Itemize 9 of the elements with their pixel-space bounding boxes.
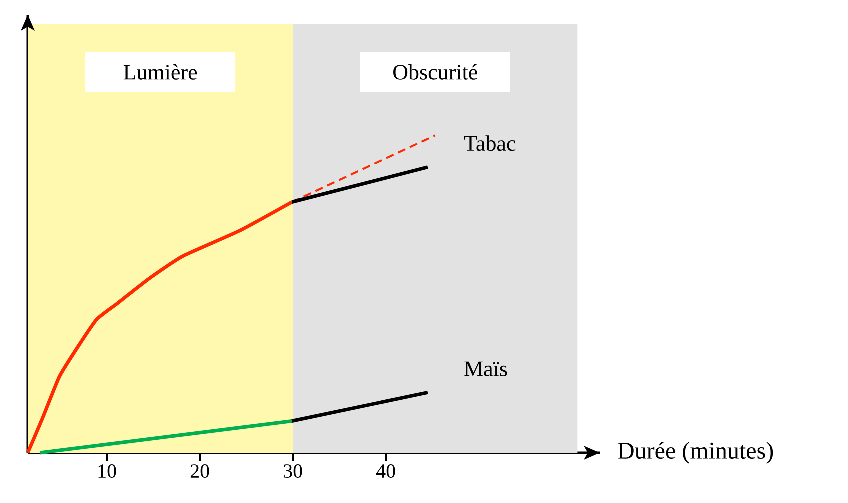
x-axis-title: Durée (minutes)	[618, 442, 774, 464]
band-label: Obscurité	[394, 64, 478, 80]
series-label: Maïs	[464, 362, 508, 376]
x-tick-label: 30	[284, 464, 302, 478]
series-label: Tabac	[464, 136, 516, 152]
band-label: Lumière	[124, 64, 198, 80]
x-tick-label: 40	[376, 464, 396, 478]
x-tick-label: 10	[98, 464, 116, 478]
x-tick-label: 20	[190, 464, 210, 478]
